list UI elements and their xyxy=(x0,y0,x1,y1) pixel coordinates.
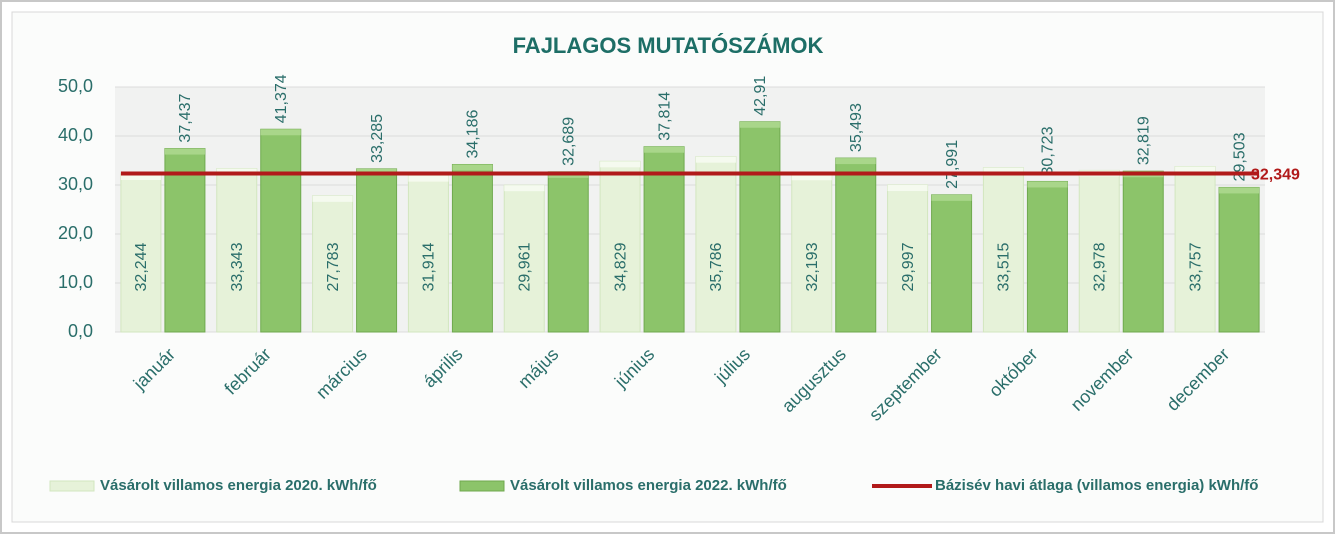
bar-top xyxy=(888,185,928,191)
value-label: 32,193 xyxy=(804,242,821,291)
bar xyxy=(1027,181,1067,332)
bar xyxy=(740,122,780,332)
y-tick-label: 20,0 xyxy=(58,223,93,243)
bar-top xyxy=(261,129,301,135)
bar-top xyxy=(165,149,205,155)
value-label: 41,374 xyxy=(273,74,290,123)
bar-top xyxy=(836,158,876,164)
value-label: 32,689 xyxy=(560,117,577,166)
bar xyxy=(932,195,972,332)
value-label: 27,991 xyxy=(944,140,961,189)
bar xyxy=(1219,187,1259,332)
value-label: 29,997 xyxy=(900,242,917,291)
bar xyxy=(452,164,492,332)
value-label: 35,786 xyxy=(708,242,725,291)
value-label: 34,186 xyxy=(465,109,482,158)
reference-label: 32,349 xyxy=(1251,167,1300,184)
value-label: 33,515 xyxy=(996,242,1013,291)
value-label: 32,244 xyxy=(133,242,150,291)
legend-label: Bázisév havi átlaga (villamos energia) k… xyxy=(935,477,1258,494)
legend-swatch xyxy=(50,481,94,491)
bar-top xyxy=(504,185,544,191)
value-label: 30,723 xyxy=(1040,126,1057,175)
value-label: 31,914 xyxy=(421,242,438,291)
bar xyxy=(357,169,397,332)
bar xyxy=(1123,171,1163,332)
bar-top xyxy=(644,147,684,153)
bar-top xyxy=(452,164,492,170)
value-label: 33,285 xyxy=(369,114,386,163)
value-label: 37,814 xyxy=(656,92,673,141)
value-label: 29,961 xyxy=(516,242,533,291)
bar xyxy=(548,172,588,332)
bar-top xyxy=(696,157,736,163)
legend-label: Vásárolt villamos energia 2022. kWh/fő xyxy=(510,477,787,494)
bar-top xyxy=(740,122,780,128)
value-label: 27,783 xyxy=(325,242,342,291)
value-label: 37,437 xyxy=(177,94,194,143)
bar-top xyxy=(932,195,972,201)
value-label: 33,343 xyxy=(229,242,246,291)
bar-top xyxy=(1027,181,1067,187)
bar xyxy=(165,149,205,332)
bar-top xyxy=(408,176,448,182)
value-label: 42,91 xyxy=(752,76,769,116)
y-tick-label: 0,0 xyxy=(68,321,93,341)
value-label: 35,493 xyxy=(848,103,865,152)
bar-top xyxy=(313,196,353,202)
y-tick-label: 50,0 xyxy=(58,76,93,96)
legend-swatch xyxy=(460,481,504,491)
value-label: 33,757 xyxy=(1187,242,1204,291)
bar xyxy=(261,129,301,332)
chart: FAJLAGOS MUTATÓSZÁMOK 0,0 10,0 20,0 30,0 40,… xyxy=(0,0,1335,534)
legend-label: Vásárolt villamos energia 2020. kWh/fő xyxy=(100,477,377,494)
bar-top xyxy=(1219,187,1259,193)
chart-title: FAJLAGOS MUTATÓSZÁMOK xyxy=(513,33,824,58)
bar xyxy=(836,158,876,332)
y-tick-label: 30,0 xyxy=(58,174,93,194)
page: FAJLAGOS MUTATÓSZÁMOK 0,0 10,0 20,0 30,0 40,… xyxy=(0,0,1335,539)
value-label: 32,978 xyxy=(1091,242,1108,291)
value-label: 32,819 xyxy=(1135,116,1152,165)
y-tick-label: 10,0 xyxy=(58,272,93,292)
value-label: 34,829 xyxy=(612,242,629,291)
y-tick-label: 40,0 xyxy=(58,125,93,145)
bar-top xyxy=(600,161,640,167)
